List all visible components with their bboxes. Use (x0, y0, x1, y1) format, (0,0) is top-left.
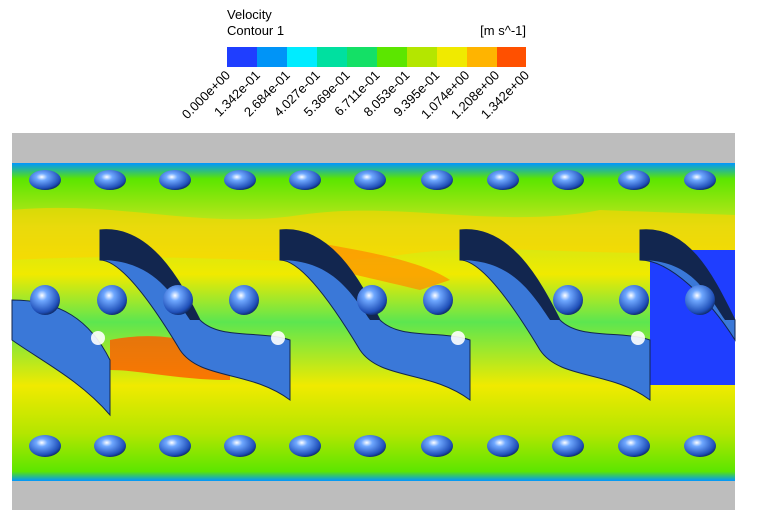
colorbar (227, 47, 526, 67)
simulation-view (11, 133, 736, 510)
legend-subtitle: Contour 1 (227, 23, 284, 38)
colorbar-ticks: 0.000e+001.342e-012.684e-014.027e-015.36… (179, 68, 532, 122)
legend-unit: [m s^-1] (480, 23, 526, 38)
legend-title: Velocity (227, 7, 272, 22)
